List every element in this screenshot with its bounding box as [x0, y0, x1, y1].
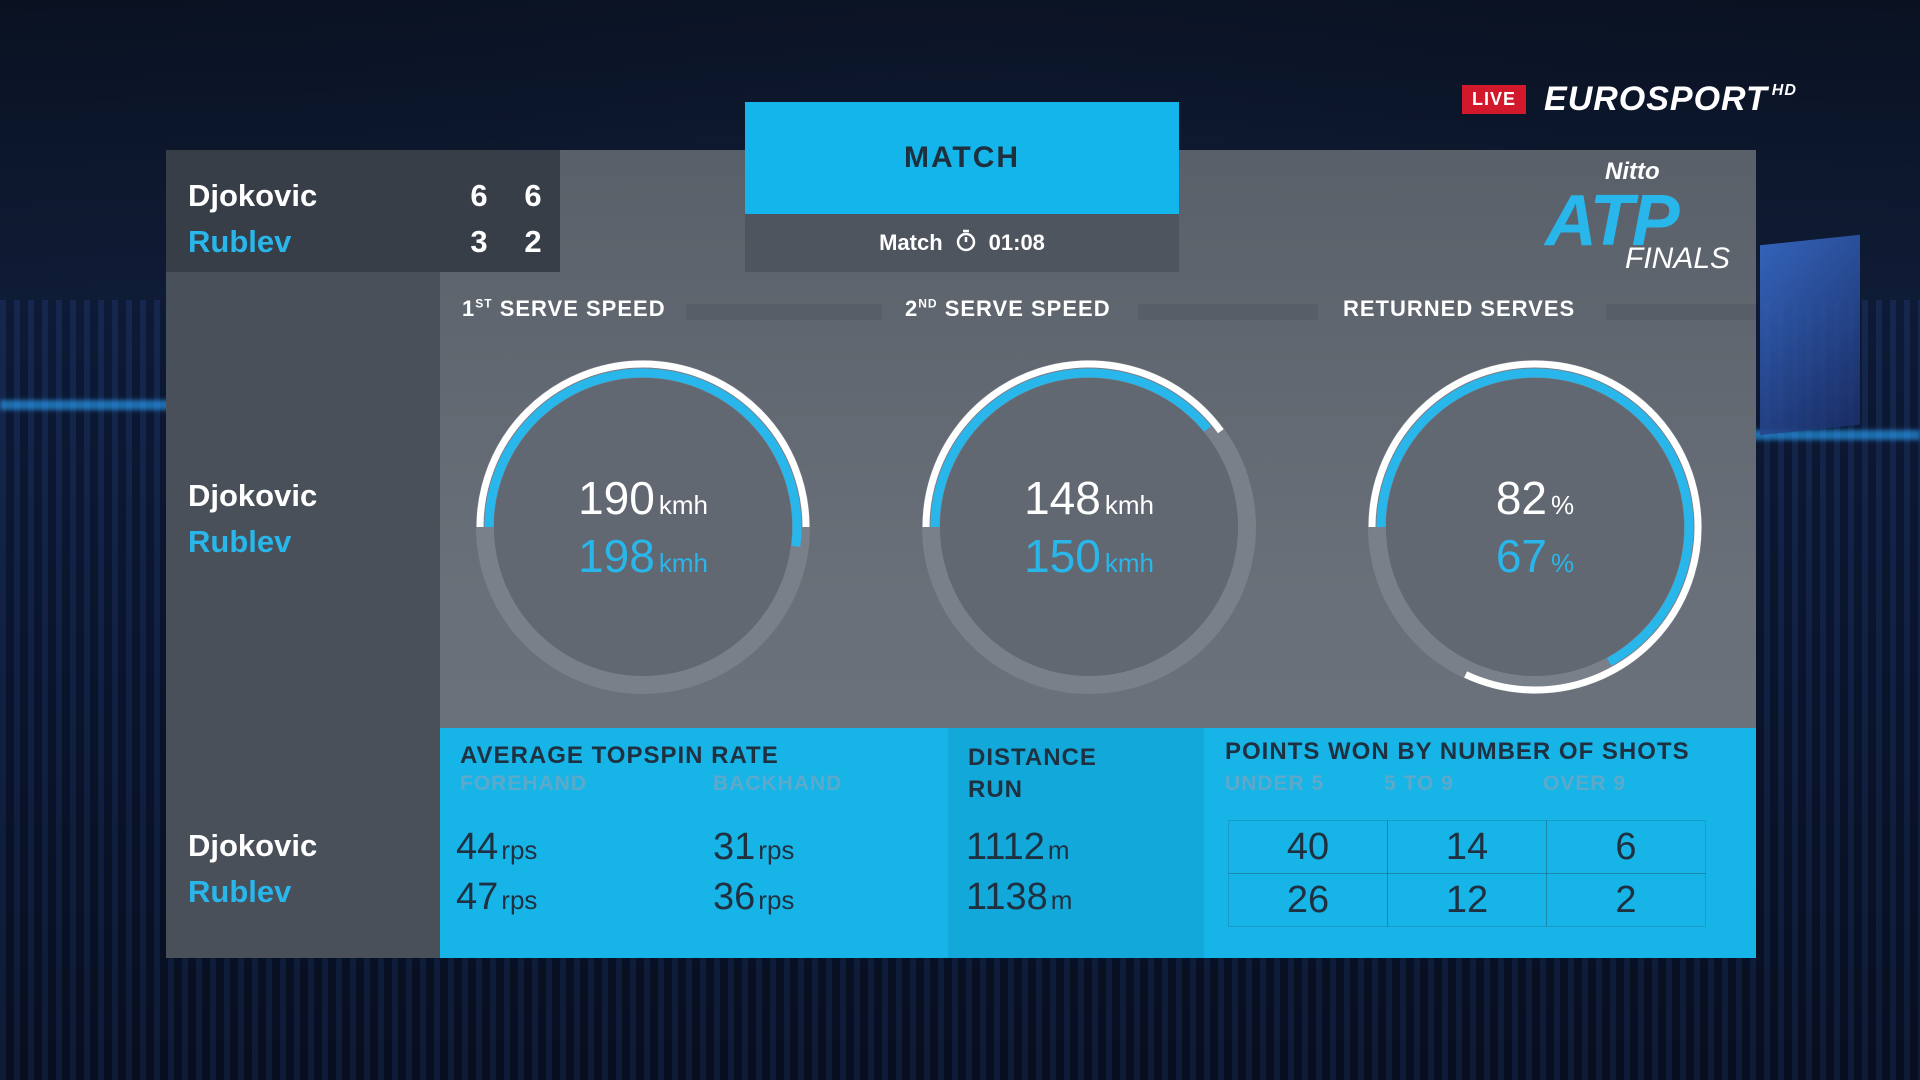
arena-light-left — [0, 400, 180, 410]
live-badge: LIVE — [1462, 85, 1527, 114]
p2-shots-5to9: 12 — [1387, 873, 1547, 927]
match-label: Match — [879, 230, 943, 255]
title-divider — [686, 304, 882, 320]
bottom-player2-name: Rublev — [188, 874, 292, 909]
second-serve-p1-value: 148 kmh — [1024, 472, 1154, 524]
match-header: MATCH — [745, 102, 1179, 214]
score-row-p2: Rublev 3 2 — [188, 220, 560, 264]
player2-name: Rublev — [188, 224, 292, 259]
first-serve-title: 1ST SERVE SPEED — [462, 296, 666, 321]
hd-badge: HD — [1771, 82, 1797, 99]
second-serve-rings — [922, 360, 1256, 694]
player1-name: Djokovic — [188, 178, 318, 213]
forehand-label: FOREHAND — [460, 772, 587, 795]
first_serve-face — [494, 378, 792, 676]
p1-shots-over9: 6 — [1546, 820, 1706, 874]
bottom-stats-band — [440, 728, 1756, 958]
second_serve-p2-arc — [930, 368, 1212, 528]
returned-serves-rings — [1368, 360, 1702, 694]
shots-title: POINTS WON BY NUMBER OF SHOTS — [1225, 738, 1690, 765]
match-duration: 01:08 — [988, 230, 1045, 255]
returned-p1-arc — [1368, 360, 1702, 694]
brand-name: EUROSPORT — [1544, 80, 1768, 118]
player1-set1: 6 — [470, 178, 488, 213]
broadcaster-bug: LIVE EUROSPORT HD — [1462, 80, 1797, 119]
second-serve-gauge: 148 kmh 150 kmh — [914, 352, 1264, 702]
first-serve-p2-value: 198 kmh — [578, 530, 708, 582]
returned-serves-gauge: 82% 67% — [1360, 352, 1710, 702]
p1-backhand-value: 31 rps — [713, 826, 795, 868]
player2-set1: 3 — [470, 224, 488, 259]
p1-shots-5to9: 14 — [1387, 820, 1547, 874]
first-serve-rings — [476, 360, 810, 694]
bottom-player-names: Djokovic Rublev — [188, 828, 317, 920]
p1-shots-under5: 40 — [1228, 820, 1388, 874]
arena-light-right — [1720, 430, 1920, 440]
p2-shots-over9: 2 — [1546, 873, 1706, 927]
shots-label-over9: OVER 9 — [1543, 772, 1627, 795]
nitto-text: Nitto — [1605, 158, 1660, 185]
gauge-player2-name: Rublev — [188, 524, 292, 559]
atp-text: ATP — [1545, 181, 1680, 261]
bottom-player1-name: Djokovic — [188, 828, 318, 863]
gauge-player-names: Djokovic Rublev — [188, 478, 317, 570]
arena-video-screen — [1760, 234, 1860, 436]
stopwatch-icon — [955, 228, 977, 258]
finals-text: FINALS — [1625, 242, 1731, 275]
score-row-p1: Djokovic 6 6 — [188, 174, 560, 218]
returned-p2-value: 67% — [1495, 530, 1575, 582]
second_serve-p1-arc — [922, 360, 1224, 528]
scoreboard — [166, 150, 560, 272]
second_serve-face — [940, 378, 1238, 676]
first_serve-p1-arc — [476, 360, 810, 528]
first_serve-p2-arc — [484, 368, 802, 547]
eurosport-logo: EUROSPORT HD — [1544, 80, 1797, 119]
title-divider — [1138, 304, 1318, 320]
player1-set2: 6 — [524, 178, 542, 213]
shots-label-5to9: 5 TO 9 — [1384, 772, 1454, 795]
title-divider — [1606, 304, 1756, 320]
shots-grid: 40 14 6 26 12 2 — [1228, 820, 1706, 928]
returned-serves-title: RETURNED SERVES — [1343, 296, 1576, 321]
names-column — [166, 150, 440, 958]
p1-forehand-value: 44 rps — [456, 826, 538, 868]
returned-face — [1386, 378, 1684, 676]
returned-p1-value: 82% — [1495, 472, 1575, 524]
p2-shots-under5: 26 — [1228, 873, 1388, 927]
p2-backhand-value: 36 rps — [713, 876, 795, 918]
match-timer: Match 01:08 — [745, 214, 1179, 272]
topspin-title: AVERAGE TOPSPIN RATE — [460, 742, 779, 769]
gauge-player1-name: Djokovic — [188, 478, 318, 513]
first-serve-gauge: 190 kmh 198 kmh — [468, 352, 818, 702]
distance-title: DISTANCE RUN — [968, 744, 1097, 803]
backhand-label: BACKHAND — [713, 772, 843, 795]
first-serve-p1-value: 190 kmh — [578, 472, 708, 524]
p1-distance-value: 1112 m — [966, 826, 1070, 868]
returned-p2-arc — [1376, 368, 1694, 666]
shots-label-under5: UNDER 5 — [1225, 772, 1325, 795]
p2-distance-value: 1138 m — [966, 876, 1073, 918]
second-serve-p2-value: 150 kmh — [1024, 530, 1154, 582]
p2-forehand-value: 47 rps — [456, 876, 538, 918]
second-serve-title: 2ND SERVE SPEED — [905, 296, 1111, 321]
player2-set2: 2 — [524, 224, 542, 259]
distance-column — [948, 728, 1204, 958]
atp-finals-logo: Nitto ATP FINALS — [1545, 158, 1750, 276]
